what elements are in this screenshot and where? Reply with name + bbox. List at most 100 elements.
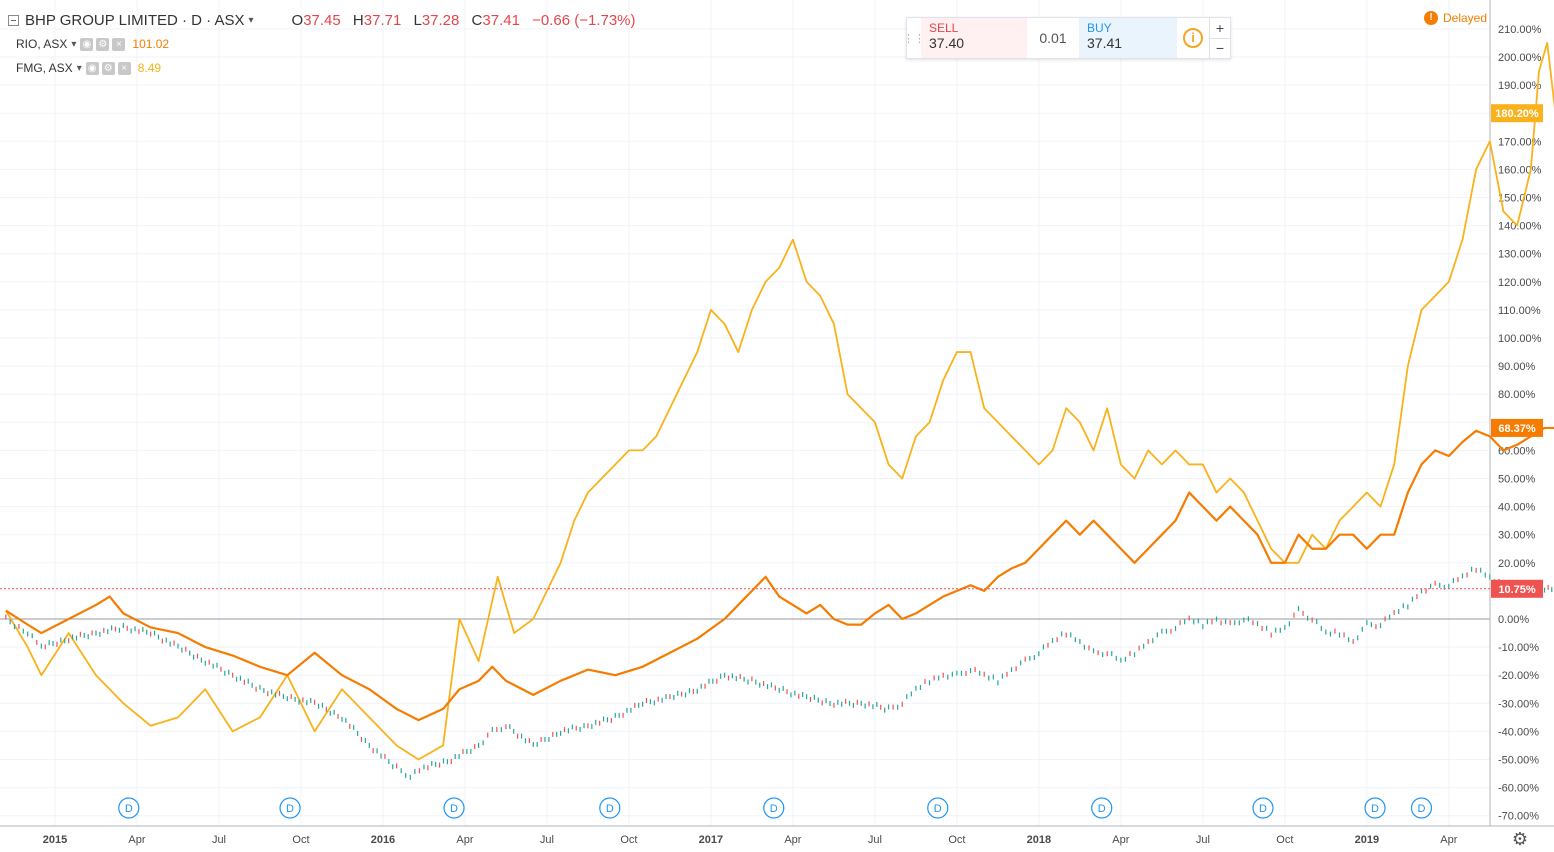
gear-icon[interactable]: ⚙: [1511, 829, 1529, 849]
low-label: L: [413, 11, 422, 29]
y-tick-label: 140.00%: [1498, 221, 1542, 233]
dividend-label: D: [450, 803, 458, 815]
dividend-marker[interactable]: D: [1410, 797, 1433, 819]
x-tick-label: 2016: [371, 834, 395, 846]
dividend-circle: [1091, 797, 1113, 819]
buy-label: BUY: [1087, 21, 1112, 35]
zoom-controls: + −: [1209, 18, 1230, 58]
close-icon[interactable]: ×: [117, 61, 131, 75]
compare-symbol[interactable]: FMG, ASX: [16, 61, 73, 75]
x-tick-label: Oct: [948, 834, 965, 846]
x-tick-label: Apr: [128, 834, 145, 846]
compare-value: 8.49: [137, 61, 162, 75]
sell-label: SELL: [929, 21, 959, 35]
y-tick-label: -70.00%: [1498, 811, 1539, 823]
last-value-label: 68.37%: [1498, 423, 1536, 435]
chevron-down-icon[interactable]: ▾: [76, 62, 82, 74]
x-tick-label: Jul: [868, 834, 882, 846]
dividend-circle: [1252, 797, 1274, 819]
dividend-label: D: [1098, 803, 1106, 815]
y-tick-label: 100.00%: [1498, 333, 1542, 345]
compare-value: 101.02: [132, 37, 170, 51]
eye-icon[interactable]: ◉: [85, 61, 99, 75]
open-value: 37.45: [303, 11, 341, 29]
dividend-circle: [763, 797, 785, 819]
spread-value: 0.01: [1039, 30, 1067, 46]
high-label: H: [352, 11, 364, 29]
y-tick-label: 40.00%: [1498, 502, 1536, 514]
collapse-icon[interactable]: [8, 14, 19, 26]
dividend-label: D: [606, 803, 614, 815]
dividend-marker[interactable]: D: [1252, 797, 1274, 819]
x-tick-label: Jul: [1196, 834, 1210, 846]
settings-icon[interactable]: ⚙: [96, 37, 110, 51]
x-tick-label: 2015: [43, 834, 67, 846]
info-button[interactable]: i: [1177, 18, 1209, 58]
x-tick-label: Apr: [784, 834, 801, 846]
dividend-circle: [927, 797, 949, 819]
dividend-label: D: [125, 803, 133, 815]
x-tick-label: Apr: [1112, 834, 1129, 846]
dividend-marker[interactable]: D: [763, 797, 785, 819]
compare-row-fmg: FMG, ASX ▾ ◉ ⚙ × 8.49: [8, 56, 644, 80]
buy-button[interactable]: BUY 37.41: [1079, 18, 1177, 58]
dividend-label: D: [1259, 803, 1267, 815]
chevron-down-icon[interactable]: ▾: [71, 38, 77, 50]
settings-icon[interactable]: ⚙: [101, 61, 115, 75]
ohlc-values: O37.45 H37.71 L37.28 C37.41 −0.66 (−1.73…: [292, 12, 644, 29]
sell-button[interactable]: SELL 37.40: [921, 18, 1027, 58]
trade-panel: ⋮⋮ SELL 37.40 0.01 BUY 37.41 i + −: [903, 17, 1231, 59]
y-tick-label: 50.00%: [1498, 474, 1536, 486]
zoom-in-button[interactable]: +: [1215, 19, 1225, 36]
compare-symbol[interactable]: RIO, ASX: [16, 37, 68, 51]
dividend-marker[interactable]: D: [279, 797, 301, 819]
y-tick-label: 200.00%: [1498, 52, 1542, 64]
dividend-marker[interactable]: D: [1091, 797, 1113, 819]
last-value-badge: [1491, 418, 1543, 437]
x-tick-label: Oct: [620, 834, 637, 846]
main-symbol[interactable]: BHP GROUP LIMITED · D · ASX: [25, 11, 245, 29]
x-tick-label: Oct: [292, 834, 309, 846]
last-value-badge: [1491, 579, 1543, 598]
x-tick-label: Jul: [212, 834, 226, 846]
open-label: O: [291, 11, 304, 29]
y-tick-label: 90.00%: [1498, 361, 1536, 373]
drag-handle-icon[interactable]: ⋮⋮: [903, 32, 925, 45]
chevron-down-icon[interactable]: ▾: [248, 14, 254, 26]
bhp-candles: [5, 566, 1553, 780]
y-tick-label: 150.00%: [1498, 193, 1542, 205]
y-tick-label: 110.00%: [1498, 305, 1541, 317]
last-value-label: 180.20%: [1495, 108, 1539, 120]
x-tick-label: Jul: [540, 834, 554, 846]
dividend-marker[interactable]: D: [443, 797, 465, 819]
close-icon[interactable]: ×: [112, 37, 126, 51]
x-tick-label: Oct: [1276, 834, 1293, 846]
buy-price: 37.41: [1087, 35, 1123, 51]
dividend-circle: [279, 797, 301, 819]
delayed-badge[interactable]: ! Delayed: [1424, 11, 1487, 25]
y-tick-label: -40.00%: [1498, 726, 1539, 738]
chart-legend: BHP GROUP LIMITED · D · ASX ▾ O37.45 H37…: [8, 8, 644, 80]
compare-row-rio: RIO, ASX ▾ ◉ ⚙ × 101.02: [8, 32, 644, 56]
fmg-line: [5, 42, 1554, 761]
info-icon: i: [1183, 28, 1203, 48]
zoom-out-button[interactable]: −: [1210, 37, 1230, 59]
y-tick-label: 190.00%: [1498, 80, 1542, 92]
dividend-marker[interactable]: D: [599, 797, 621, 819]
dividend-marker[interactable]: D: [927, 797, 949, 819]
low-value: 37.28: [421, 11, 460, 29]
y-tick-label: -30.00%: [1498, 698, 1539, 710]
high-value: 37.71: [363, 11, 402, 29]
grid: [0, 0, 1490, 826]
y-tick-label: 130.00%: [1498, 249, 1542, 261]
eye-icon[interactable]: ◉: [80, 37, 94, 51]
dividend-circle: [1410, 797, 1433, 819]
y-tick-label: 80.00%: [1498, 389, 1536, 401]
dividend-label: D: [1371, 803, 1379, 815]
dividend-marker[interactable]: D: [1364, 797, 1386, 819]
y-tick-label: 30.00%: [1498, 530, 1536, 542]
delayed-label: Delayed: [1443, 11, 1488, 25]
dividend-marker[interactable]: D: [118, 797, 140, 819]
main-series-header: BHP GROUP LIMITED · D · ASX ▾ O37.45 H37…: [8, 8, 644, 32]
